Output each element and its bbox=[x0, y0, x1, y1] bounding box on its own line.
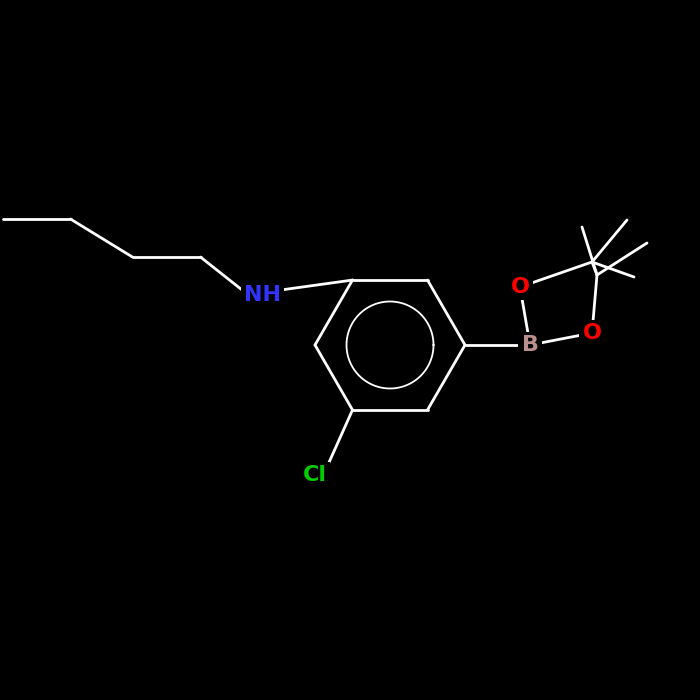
Text: Cl: Cl bbox=[303, 465, 327, 485]
Text: O: O bbox=[510, 277, 529, 297]
Text: B: B bbox=[522, 335, 538, 355]
Text: O: O bbox=[582, 323, 601, 343]
Text: NH: NH bbox=[244, 285, 281, 305]
